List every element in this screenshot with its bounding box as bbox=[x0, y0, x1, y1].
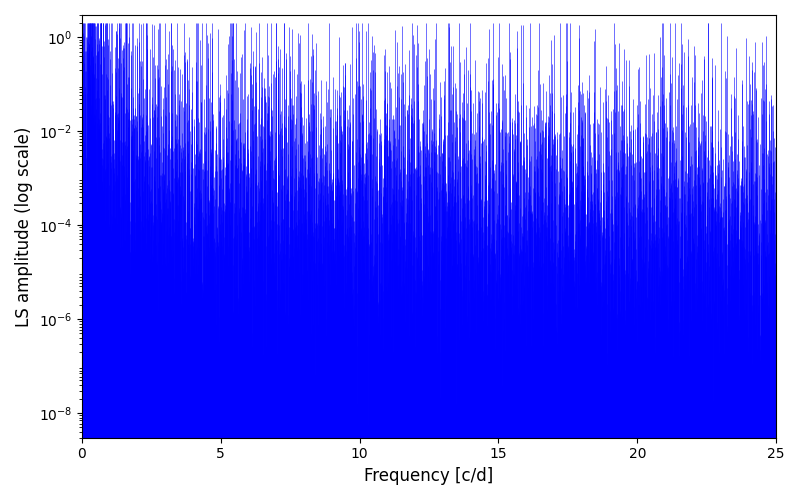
Y-axis label: LS amplitude (log scale): LS amplitude (log scale) bbox=[15, 126, 33, 326]
X-axis label: Frequency [c/d]: Frequency [c/d] bbox=[364, 467, 494, 485]
